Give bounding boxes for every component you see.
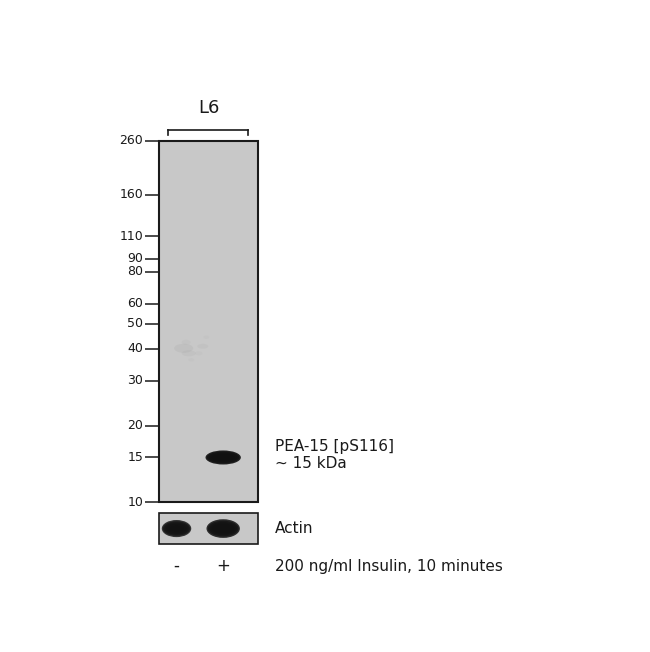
Text: -: - bbox=[174, 557, 179, 575]
Ellipse shape bbox=[216, 456, 230, 460]
Ellipse shape bbox=[217, 526, 229, 531]
Ellipse shape bbox=[211, 524, 235, 534]
Ellipse shape bbox=[213, 454, 233, 460]
Text: 90: 90 bbox=[127, 252, 143, 265]
Ellipse shape bbox=[207, 451, 239, 464]
Ellipse shape bbox=[203, 336, 209, 339]
Text: +: + bbox=[216, 557, 230, 575]
Ellipse shape bbox=[166, 524, 187, 533]
Text: ~ 15 kDa: ~ 15 kDa bbox=[275, 456, 347, 471]
Text: L6: L6 bbox=[198, 99, 219, 117]
Text: 10: 10 bbox=[127, 496, 143, 509]
Ellipse shape bbox=[208, 521, 239, 537]
Ellipse shape bbox=[209, 522, 237, 535]
Ellipse shape bbox=[181, 340, 190, 345]
Ellipse shape bbox=[162, 520, 191, 537]
Text: 80: 80 bbox=[127, 265, 143, 278]
Ellipse shape bbox=[205, 451, 241, 464]
Text: 160: 160 bbox=[120, 188, 143, 201]
Text: 200 ng/ml Insulin, 10 minutes: 200 ng/ml Insulin, 10 minutes bbox=[275, 559, 503, 574]
Text: 40: 40 bbox=[127, 342, 143, 355]
Ellipse shape bbox=[209, 452, 238, 462]
Ellipse shape bbox=[163, 522, 190, 536]
Text: 260: 260 bbox=[120, 134, 143, 147]
Ellipse shape bbox=[197, 344, 208, 349]
Text: 60: 60 bbox=[127, 297, 143, 310]
Ellipse shape bbox=[195, 351, 203, 355]
Ellipse shape bbox=[207, 519, 240, 538]
Text: 110: 110 bbox=[120, 230, 143, 243]
Ellipse shape bbox=[168, 525, 185, 532]
Ellipse shape bbox=[211, 454, 235, 462]
Bar bbox=[159, 513, 257, 544]
Text: 15: 15 bbox=[127, 451, 143, 464]
Text: PEA-15 [pS116]: PEA-15 [pS116] bbox=[275, 439, 394, 454]
Ellipse shape bbox=[174, 344, 193, 353]
Ellipse shape bbox=[181, 350, 196, 356]
Ellipse shape bbox=[171, 526, 182, 531]
Bar bbox=[159, 141, 257, 503]
Text: 20: 20 bbox=[127, 419, 143, 432]
Ellipse shape bbox=[188, 358, 194, 362]
Text: 50: 50 bbox=[127, 318, 143, 331]
Text: 30: 30 bbox=[127, 374, 143, 387]
Text: Actin: Actin bbox=[275, 521, 314, 536]
Ellipse shape bbox=[214, 525, 232, 532]
Ellipse shape bbox=[164, 523, 188, 535]
